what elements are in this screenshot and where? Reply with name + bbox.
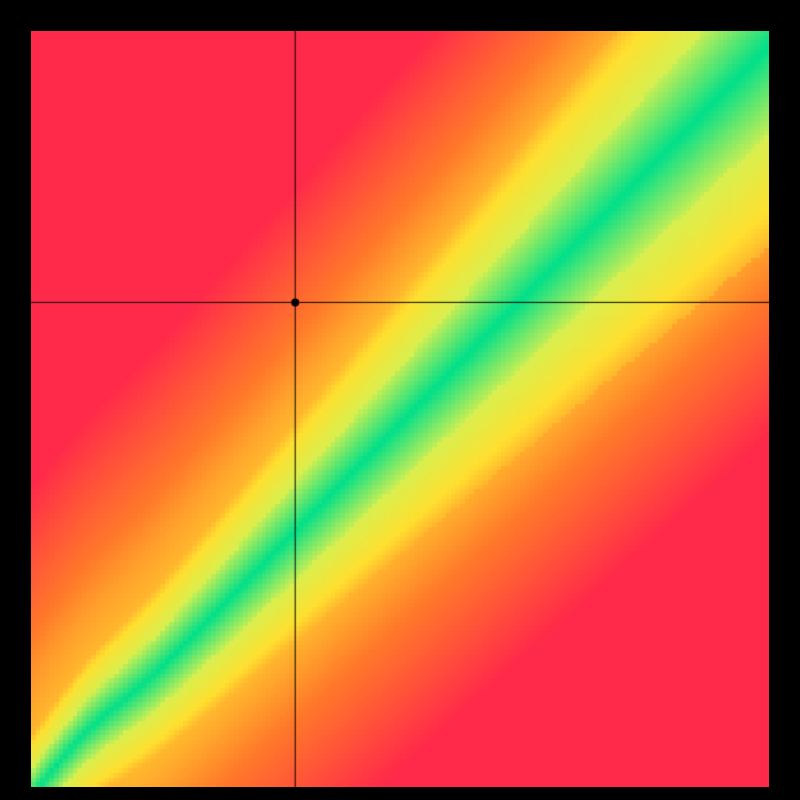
- watermark-text: TheBottleneck.com: [565, 6, 768, 32]
- bottleneck-heatmap: [31, 31, 769, 787]
- chart-container: TheBottleneck.com: [0, 0, 800, 800]
